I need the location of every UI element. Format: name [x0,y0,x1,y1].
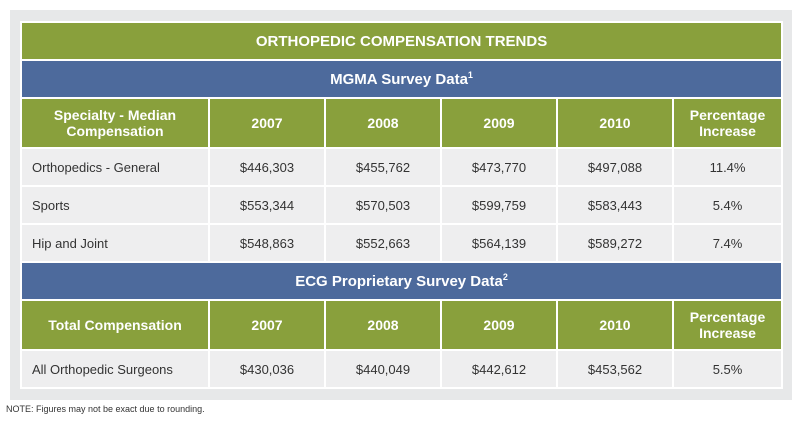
cell-2008: $552,663 [324,223,442,263]
column-header-percentage: Percentage Increase [671,97,784,149]
column-header-total: Total Compensation [20,299,210,351]
table-title: ORTHOPEDIC COMPENSATION TRENDS [19,21,784,61]
footnote-marker: 1 [467,70,473,80]
cell-percentage: 11.4% [671,147,784,187]
cell-2010: $453,562 [556,349,674,389]
column-header-2010: 2010 [556,97,674,149]
cell-2010: $583,443 [556,185,674,225]
footnote-note: NOTE: Figures may not be exact due to ro… [6,404,205,414]
cell-2008: $440,049 [324,349,442,389]
column-header-percentage: Percentage Increase [671,299,784,351]
cell-2009: $599,759 [440,185,558,225]
cell-percentage: 7.4% [671,223,784,263]
cell-2007: $446,303 [208,147,326,187]
row-label: All Orthopedic Surgeons [20,349,210,389]
column-header-2010: 2010 [556,299,674,351]
table-row: All Orthopedic Surgeons $430,036 $440,04… [20,349,784,389]
cell-2007: $553,344 [208,185,326,225]
column-header-2008: 2008 [324,299,442,351]
cell-2007: $548,863 [208,223,326,263]
cell-2009: $473,770 [440,147,558,187]
cell-percentage: 5.4% [671,185,784,225]
cell-2008: $570,503 [324,185,442,225]
table-frame: ORTHOPEDIC COMPENSATION TRENDS MGMA Surv… [10,10,792,400]
table-row: Sports $553,344 $570,503 $599,759 $583,4… [20,185,784,225]
cell-2007: $430,036 [208,349,326,389]
section-heading-ecg: ECG Proprietary Survey Data2 [19,261,784,301]
column-header-2009: 2009 [440,299,558,351]
cell-2010: $497,088 [556,147,674,187]
column-header-2007: 2007 [208,299,326,351]
cell-2009: $564,139 [440,223,558,263]
cell-2008: $455,762 [324,147,442,187]
column-header-2009: 2009 [440,97,558,149]
cell-2010: $589,272 [556,223,674,263]
table-row: Hip and Joint $548,863 $552,663 $564,139… [20,223,784,263]
row-label: Sports [20,185,210,225]
row-label: Orthopedics - General [20,147,210,187]
column-header-2008: 2008 [324,97,442,149]
column-header-2007: 2007 [208,97,326,149]
compensation-table: ORTHOPEDIC COMPENSATION TRENDS MGMA Surv… [19,21,784,389]
table-row: Orthopedics - General $446,303 $455,762 … [20,147,784,187]
cell-percentage: 5.5% [671,349,784,389]
section-heading-text: ECG Proprietary Survey Data [295,273,503,290]
cell-2009: $442,612 [440,349,558,389]
footnote-marker: 2 [502,272,508,282]
section-heading-mgma: MGMA Survey Data1 [19,59,784,99]
column-header-specialty: Specialty - Median Compensation [20,97,210,149]
row-label: Hip and Joint [20,223,210,263]
section-heading-text: MGMA Survey Data [330,71,468,88]
